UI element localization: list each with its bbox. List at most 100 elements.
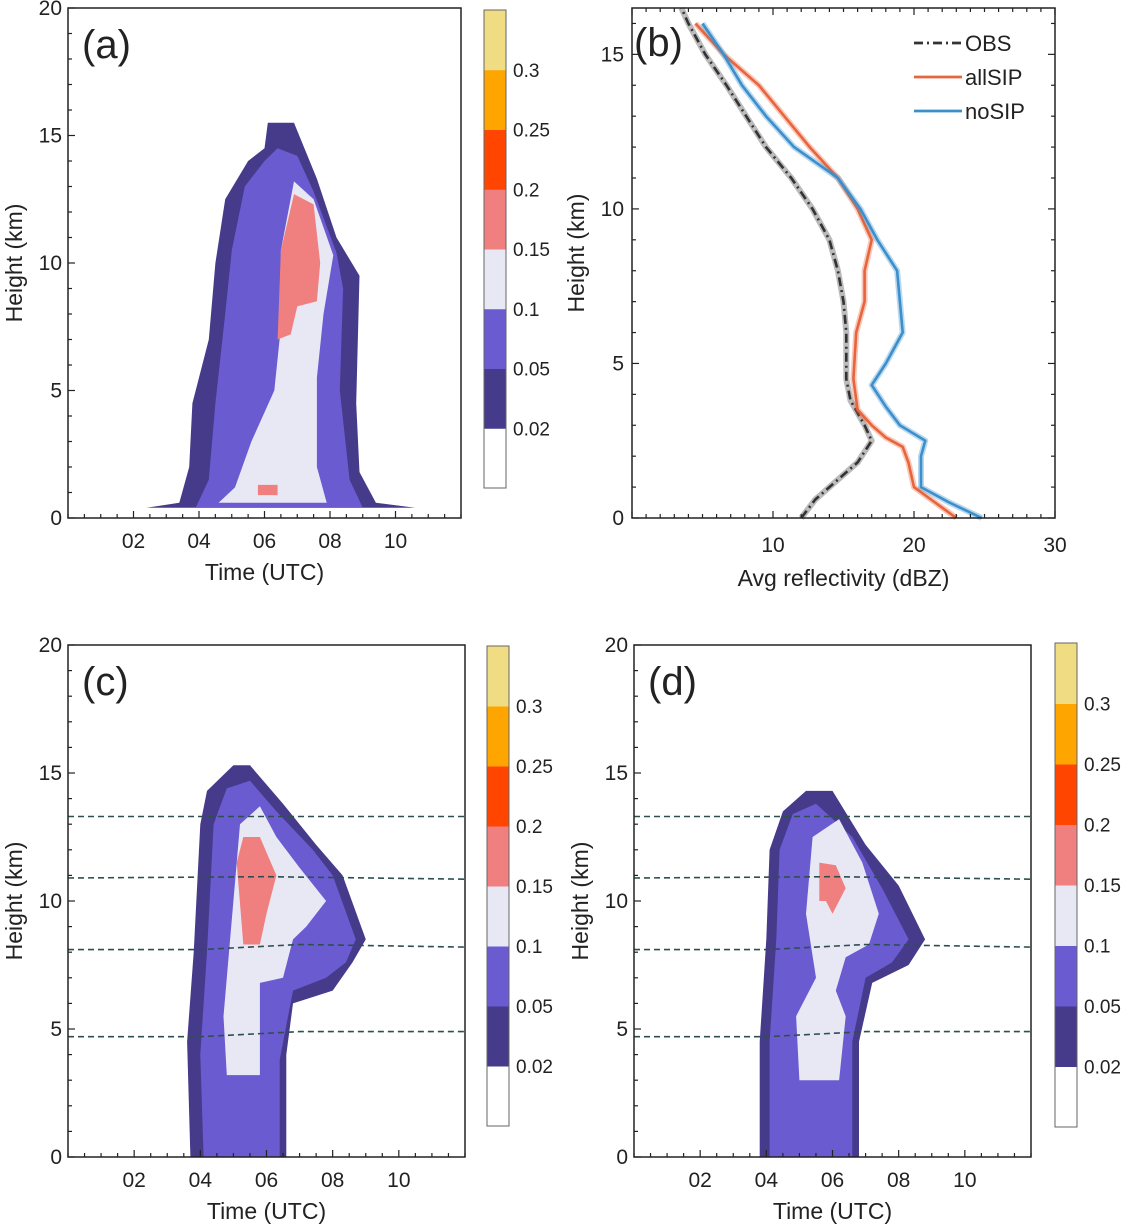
colorbar-tick-label: 0.25 bbox=[513, 121, 550, 142]
y-tick-label: 10 bbox=[601, 198, 624, 221]
colorbar-frame bbox=[483, 9, 507, 489]
colorbar-tick-label: 0.25 bbox=[516, 757, 553, 778]
contour-region-0.15-4 bbox=[257, 484, 278, 496]
y-tick-label: 5 bbox=[612, 352, 624, 375]
x-tick-label: 04 bbox=[755, 1169, 779, 1192]
y-axis-label: Height (km) bbox=[1, 204, 27, 323]
colorbar-tick-label: 0.02 bbox=[516, 1057, 553, 1078]
x-tick-label: 02 bbox=[122, 530, 145, 553]
x-tick-label: 04 bbox=[187, 530, 211, 553]
dashed-level-line bbox=[633, 875, 1032, 880]
y-axis-label: Height (km) bbox=[1, 842, 27, 961]
x-axis-label: Time (UTC) bbox=[205, 559, 324, 585]
dashed-level-line bbox=[634, 943, 1032, 951]
x-tick-label: 10 bbox=[761, 534, 784, 557]
x-tick-label: 10 bbox=[387, 1169, 410, 1192]
colorbar-swatch bbox=[484, 69, 506, 130]
colorbar-swatch bbox=[487, 886, 509, 947]
series-line-OBS bbox=[680, 7, 874, 519]
series-line-allSIP bbox=[694, 22, 958, 520]
dashed-level-line bbox=[634, 1030, 1031, 1038]
colorbar-swatch bbox=[487, 826, 509, 887]
colorbar-swatch bbox=[1055, 885, 1077, 946]
x-axis-label: Avg reflectivity (dBZ) bbox=[738, 565, 950, 591]
x-tick-label: 08 bbox=[318, 530, 341, 553]
contour-region-0.15-3 bbox=[277, 194, 321, 340]
colorbar-swatch bbox=[487, 1066, 509, 1127]
colorbar-swatch bbox=[484, 368, 506, 429]
y-tick-label: 0 bbox=[50, 507, 62, 530]
dashed-level-line bbox=[67, 875, 466, 880]
colorbar-swatch bbox=[487, 706, 509, 767]
legend-label-allSIP: allSIP bbox=[965, 65, 1022, 90]
colorbar-swatch bbox=[487, 766, 509, 827]
panel-d: 0 5 10 15 20 02 04 06 08 10 Time (UTC) Height (km) (… bbox=[567, 634, 1032, 1224]
dashed-level-line bbox=[68, 943, 466, 951]
colorbar-tick-label: 0.25 bbox=[1084, 755, 1121, 776]
colorbar-tick-label: 0.1 bbox=[513, 300, 539, 321]
colorbar-tick-label: 0.1 bbox=[516, 937, 542, 958]
y-tick-label: 5 bbox=[50, 1018, 62, 1041]
panel-c: 0 5 10 15 20 02 04 06 08 10 Time (UTC) Height (km) (… bbox=[1, 634, 466, 1224]
y-axis-label: Height (km) bbox=[563, 194, 589, 313]
x-tick-label: 06 bbox=[821, 1169, 844, 1192]
colorbar-swatch bbox=[1055, 1066, 1077, 1128]
colorbar-tick-label: 0.05 bbox=[1084, 997, 1121, 1018]
x-tick-label: 20 bbox=[902, 534, 925, 557]
colorbar-swatch bbox=[487, 1006, 509, 1067]
y-tick-label: 15 bbox=[605, 762, 628, 785]
colorbar-swatch bbox=[487, 646, 509, 707]
colorbar-tick-label: 0.05 bbox=[516, 997, 553, 1018]
panel-label: (d) bbox=[648, 660, 697, 704]
colorbar-frame bbox=[1054, 642, 1078, 1128]
panel-b: 0 5 10 15 10 20 30 Avg reflectivity (dBZ) Height… bbox=[563, 6, 1067, 591]
y-tick-label: 0 bbox=[50, 1146, 62, 1169]
legend-label-OBS: OBS bbox=[965, 31, 1011, 56]
y-tick-label: 0 bbox=[616, 1146, 628, 1169]
colorbar-swatch bbox=[484, 10, 506, 71]
y-tick-label: 5 bbox=[616, 1018, 628, 1041]
y-tick-label: 10 bbox=[39, 890, 62, 913]
y-axis-label: Height (km) bbox=[567, 842, 593, 961]
panel-a: 0 5 10 15 20 02 04 06 08 10 Time (UTC) Height (km) (… bbox=[1, 0, 462, 585]
colorbar-swatch bbox=[1055, 703, 1077, 765]
colorbar-tick-label: 0.2 bbox=[1084, 816, 1110, 837]
y-tick-label: 10 bbox=[605, 890, 628, 913]
colorbar-swatch bbox=[484, 428, 506, 489]
x-tick-label: 02 bbox=[688, 1169, 711, 1192]
colorbar-swatch bbox=[1055, 643, 1077, 704]
x-tick-label: 06 bbox=[253, 530, 276, 553]
x-tick-label: 08 bbox=[887, 1169, 910, 1192]
y-tick-label: 10 bbox=[39, 252, 62, 275]
x-tick-label: 30 bbox=[1043, 534, 1066, 557]
x-axis-label: Time (UTC) bbox=[773, 1198, 892, 1224]
contour-region-0.1-2 bbox=[796, 819, 879, 1081]
colorbar-a: 0.02 0.05 0.1 0.15 0.2 0.25 0.3 bbox=[483, 9, 550, 489]
y-tick-label: 20 bbox=[39, 0, 62, 20]
plot-area bbox=[632, 8, 1055, 518]
colorbar-swatch bbox=[484, 189, 506, 250]
colorbar-tick-label: 0.2 bbox=[513, 180, 539, 201]
colorbar-c: 0.02 0.05 0.1 0.15 0.2 0.25 0.3 bbox=[486, 645, 553, 1127]
colorbar-swatch bbox=[1055, 1006, 1077, 1067]
colorbar-swatch bbox=[1055, 764, 1077, 825]
colorbar-tick-label: 0.1 bbox=[1084, 937, 1110, 958]
x-tick-label: 02 bbox=[122, 1169, 145, 1192]
contour-region-0.15-3 bbox=[819, 862, 846, 914]
colorbar-swatch bbox=[1055, 824, 1077, 886]
colorbar-tick-label: 0.15 bbox=[1084, 876, 1121, 897]
y-tick-label: 15 bbox=[39, 125, 62, 148]
x-tick-label: 04 bbox=[189, 1169, 213, 1192]
colorbar-tick-label: 0.3 bbox=[1084, 695, 1110, 716]
x-tick-label: 10 bbox=[384, 530, 407, 553]
legend-label-noSIP: noSIP bbox=[965, 99, 1025, 124]
colorbar-tick-label: 0.15 bbox=[513, 240, 550, 261]
colorbar-tick-label: 0.3 bbox=[513, 61, 539, 82]
colorbar-swatch bbox=[1055, 945, 1077, 1007]
colorbar-frame bbox=[486, 645, 510, 1127]
y-tick-label: 15 bbox=[601, 43, 624, 66]
colorbar-tick-label: 0.02 bbox=[513, 419, 550, 440]
colorbar-d: 0.02 0.05 0.1 0.15 0.2 0.25 0.3 bbox=[1054, 642, 1121, 1128]
colorbar-tick-label: 0.15 bbox=[516, 877, 553, 898]
contour-region-0.15-3 bbox=[236, 837, 277, 945]
